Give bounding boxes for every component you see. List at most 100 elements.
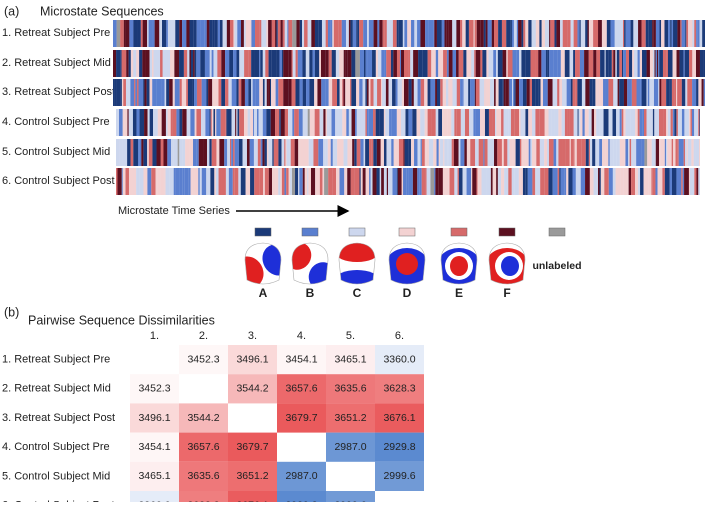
sequence-stripe [268,50,272,77]
sequence-stripe [130,50,134,77]
sequence-stripe [637,109,640,136]
sequence-stripe [350,168,355,195]
cell-label: 3544.2 [236,383,268,395]
sequence-row [113,50,705,77]
sequence-stripe [497,139,502,166]
heatmap-cell [179,432,228,462]
sequence-stripe [603,109,609,136]
sequence-stripe [243,109,248,136]
sequence-stripe [516,50,520,77]
sequence-stripe [421,168,426,195]
sequence-stripe [268,79,270,106]
sequence-stripe [540,79,543,106]
sequence-stripe [263,168,265,195]
sequence-stripe [645,20,649,47]
sequence-stripe [560,20,563,47]
sequence-stripe [665,139,668,166]
sequence-stripe [605,139,609,166]
sequence-stripe [402,20,405,47]
sequence-stripe [356,20,358,47]
sequence-stripe [348,20,351,47]
sequence-stripe [227,139,230,166]
sequence-stripe [288,20,293,47]
sequence-stripe [623,20,625,47]
sequence-stripe [327,109,329,136]
sequence-stripe [229,20,234,47]
sequence-stripe [331,109,336,136]
sequence-stripe [535,79,539,106]
heatmap-cell [326,432,375,462]
sequence-stripe [343,109,347,136]
sequence-stripe [511,168,515,195]
sequence-stripe [646,79,648,106]
sequence-stripe [198,139,204,166]
sequence-stripe [395,79,398,106]
sequence-stripe [659,50,663,77]
sequence-stripe [682,168,685,195]
legend-swatch [498,227,516,237]
sequence-stripe [477,168,482,195]
sequence-stripe [654,109,660,136]
sequence-stripe [160,168,164,195]
sequence-stripe [703,50,705,77]
sequence-stripe [640,79,642,106]
sequence-stripe [689,168,695,195]
heatmap-cell [228,432,277,462]
sequence-stripe [493,50,497,77]
legend-swatch [348,227,366,237]
sequence-stripe [149,109,154,136]
sequence-stripe [288,79,292,106]
sequence-stripe [557,50,561,77]
sequence-stripe [332,139,338,166]
sequence-stripe [366,109,369,136]
sequence-stripe [408,50,411,77]
sequence-stripe [271,50,277,77]
sequence-stripe [542,79,548,106]
heatmap-cell [228,374,277,404]
sequence-stripe [398,139,404,166]
content: 1. Retreat Subject Pre 2. Retreat Subject… [2,20,705,507]
sequence-stripe [676,109,678,136]
cell-label: 3496.1 [138,412,170,424]
sequence-stripe [208,79,213,106]
sequence-stripe [113,20,117,47]
sequence-stripe [525,109,529,136]
row-label: 3. Retreat Subject Post [2,86,115,98]
sequence-stripe [686,20,689,47]
sequence-stripe [553,139,557,166]
sequence-stripe [239,50,245,77]
sequence-stripe [699,139,700,166]
sequence-stripe [413,50,419,77]
sequence-stripe [625,139,629,166]
sequence-stripe [469,109,474,136]
sequence-stripe [671,139,674,166]
sequence-stripe [631,168,635,195]
sequence-stripe [359,79,363,106]
sequence-stripe [211,139,217,166]
sequence-stripe [276,50,280,77]
sequence-stripe [194,168,199,195]
sequence-stripe [570,79,573,106]
sequence-stripe [224,139,228,166]
sequence-stripe [277,109,280,136]
sequence-stripe [217,50,222,77]
sequence-stripe [518,168,521,195]
sequence-stripe [254,109,257,136]
sequence-stripe [564,168,567,195]
cell-label: 3657.6 [285,383,317,395]
sequence-stripe [228,168,233,195]
sequence-stripe [284,139,286,166]
sequence-stripe [496,50,498,77]
sequence-stripe [401,79,403,106]
sequence-stripe [599,168,601,195]
sequence-stripe [416,109,421,136]
sequence-stripe [456,20,461,47]
sequence-stripe [405,109,409,136]
sequence-stripe [655,139,660,166]
sequence-stripe [484,139,488,166]
sequence-stripe [616,139,620,166]
sequence-stripe [402,79,404,106]
sequence-stripe [314,20,319,47]
sequence-stripe [128,109,133,136]
sequence-stripe [468,20,474,47]
